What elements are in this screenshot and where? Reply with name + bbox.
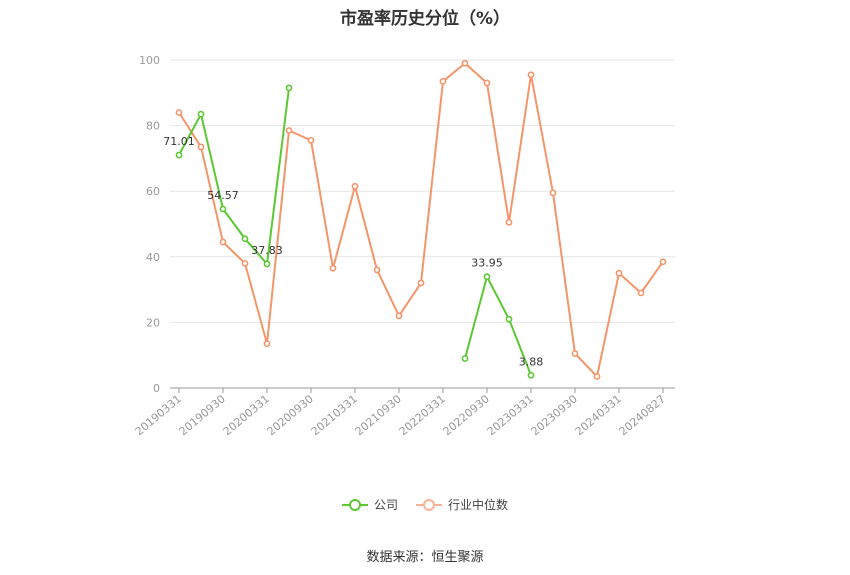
data-point[interactable] <box>395 312 403 320</box>
data-point[interactable] <box>593 373 601 380</box>
series-line <box>178 62 664 378</box>
data-point[interactable] <box>527 371 535 379</box>
data-label: 37.83 <box>251 244 283 257</box>
x-tick-label: 20220930 <box>441 392 492 438</box>
data-point[interactable] <box>483 273 491 281</box>
data-point[interactable] <box>571 350 579 357</box>
data-point[interactable] <box>197 143 205 151</box>
series-line <box>464 275 532 376</box>
data-point[interactable] <box>659 258 667 266</box>
data-point[interactable] <box>549 189 557 197</box>
data-point[interactable] <box>197 110 205 118</box>
data-point[interactable] <box>175 109 183 116</box>
series-industry-median <box>175 59 667 380</box>
legend-item-industry-median[interactable]: 行业中位数 <box>416 496 508 513</box>
data-point[interactable] <box>461 59 469 67</box>
data-point[interactable] <box>527 71 535 79</box>
data-point[interactable] <box>329 264 337 272</box>
data-point[interactable] <box>417 279 425 287</box>
x-tick-label: 20200331 <box>221 392 272 438</box>
series-line <box>178 87 290 265</box>
axes: 0 20 40 60 80 100 2019033120190930202003312020… <box>133 54 675 438</box>
chart-title: 市盈率历史分位（%） <box>339 9 511 29</box>
x-tick-label: 20190331 <box>133 392 184 438</box>
x-tick-label: 20230331 <box>485 392 536 438</box>
x-tick-label: 20210930 <box>353 392 404 438</box>
data-point[interactable] <box>373 266 381 274</box>
data-source: 数据来源：恒生聚源 <box>366 550 484 565</box>
y-tick-label: 0 <box>153 382 160 395</box>
data-point[interactable] <box>637 289 645 297</box>
y-tick-label: 80 <box>146 120 160 133</box>
x-tick-label: 20240827 <box>617 392 668 438</box>
data-label: 33.95 <box>471 257 503 270</box>
y-tick-label: 60 <box>146 185 160 198</box>
data-point[interactable] <box>219 205 227 213</box>
series-lines <box>175 59 667 380</box>
series-company <box>175 84 535 379</box>
data-point[interactable] <box>439 77 447 85</box>
y-tick-label: 100 <box>139 54 160 67</box>
legend-label-company: 公司 <box>373 498 398 512</box>
legend: 公司 行业中位数 <box>0 496 850 513</box>
data-label: 54.57 <box>207 189 239 202</box>
data-point[interactable] <box>461 355 469 362</box>
y-tick-label: 20 <box>146 316 160 329</box>
data-label: 3.88 <box>519 355 544 368</box>
data-point[interactable] <box>615 269 623 277</box>
x-tick-label: 20190930 <box>177 392 228 438</box>
x-tick-label: 20240331 <box>573 392 624 438</box>
data-point[interactable] <box>263 340 271 348</box>
x-tick-label: 20220331 <box>397 392 448 438</box>
legend-swatch-company <box>341 498 368 512</box>
data-point[interactable] <box>307 136 315 144</box>
x-tick-label: 20200930 <box>265 392 316 438</box>
data-point[interactable] <box>285 127 293 134</box>
legend-swatch-industry-median <box>416 498 442 512</box>
data-point[interactable] <box>351 182 359 190</box>
data-point[interactable] <box>483 79 491 87</box>
data-point[interactable] <box>263 260 271 268</box>
x-tick-label: 20230930 <box>529 392 580 438</box>
legend-item-company[interactable]: 公司 <box>341 496 398 513</box>
grid-lines <box>170 59 675 323</box>
data-point[interactable] <box>219 238 227 246</box>
data-point[interactable] <box>285 84 293 92</box>
data-point[interactable] <box>175 151 183 159</box>
y-tick-label: 40 <box>146 251 160 264</box>
data-labels: 71.01 54.57 37.83 33.95 3.88 <box>163 135 543 368</box>
x-tick-label: 20210331 <box>309 392 360 438</box>
data-point[interactable] <box>505 315 513 323</box>
data-point[interactable] <box>241 259 249 267</box>
data-point[interactable] <box>505 218 513 226</box>
data-point[interactable] <box>241 235 249 243</box>
data-label: 71.01 <box>163 135 195 148</box>
legend-label-industry-median: 行业中位数 <box>448 498 509 512</box>
